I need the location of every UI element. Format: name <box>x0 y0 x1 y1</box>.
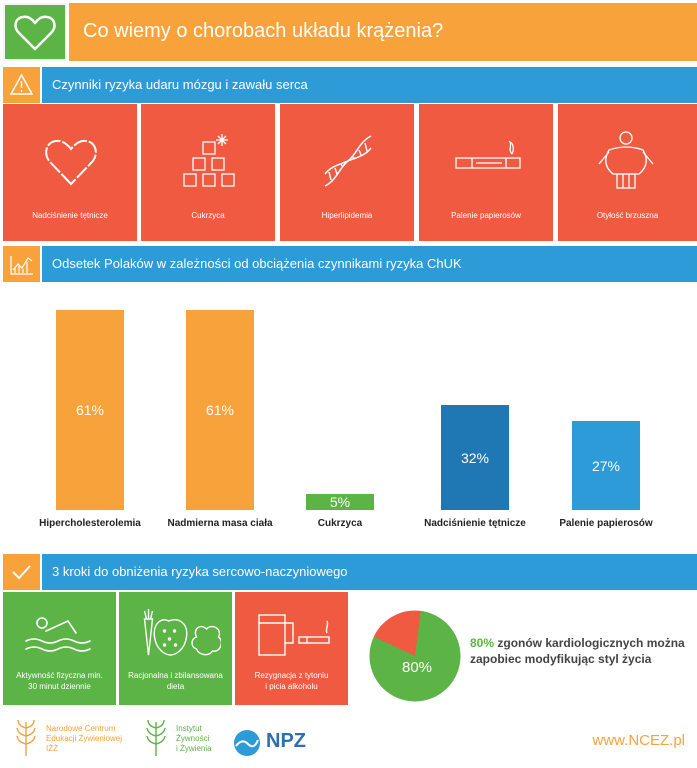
chart-value-label: 27% <box>591 457 621 474</box>
chart-category-label: Hipercholesterolemia <box>39 518 141 529</box>
page-title: Co wiemy o chorobach układu krążenia? <box>83 20 444 42</box>
chart-category-label: Cukrzyca <box>317 518 363 529</box>
risk-label: Nadciśnienie tętnicze <box>32 211 108 220</box>
chart-category-label: Nadciśnienie tętnicze <box>424 518 526 529</box>
sugar-cubes-icon <box>183 134 235 187</box>
obesity-icon <box>598 131 654 189</box>
risk-label: Hiperlipidemia <box>321 211 373 220</box>
logo-line: Edukacji Żywieniowej <box>46 734 123 743</box>
step-label-line: 30 minut dziennie <box>28 682 91 691</box>
chart-icon <box>10 256 33 275</box>
risk-tile: Cukrzyca <box>141 104 275 241</box>
logo-line: i Żywienia <box>176 744 212 753</box>
npz-logo: NPZ <box>232 724 322 764</box>
swimmer-icon <box>25 617 91 652</box>
risk-label: Cukrzyca <box>191 211 225 220</box>
chart-bar: 61% <box>186 310 254 510</box>
ncez-logo-text: Narodowe Centrum Edukacji Żywieniowej IŻ… <box>46 724 122 754</box>
risk-tile: Nadciśnienie tętnicze <box>3 104 137 241</box>
pie-slice-main <box>369 610 462 702</box>
chart-value-label: 61% <box>75 402 105 418</box>
wheat-logo-icon <box>16 719 36 756</box>
step-label-line: Aktywność fizyczna min. <box>16 671 103 680</box>
chart-value-label: 32% <box>460 449 490 466</box>
section-title: 3 kroki do obniżenia ryzyka sercowo-nacz… <box>52 564 348 579</box>
section-title-box: Czynniki ryzyka udaru mózgu i zawału ser… <box>42 67 697 103</box>
npz-wave-icon <box>234 730 260 756</box>
risk-factors-row: Nadciśnienie tętnicze Cukrzyca Hiperlipi… <box>0 104 697 241</box>
chart-value-label: 61% <box>205 402 235 418</box>
footer: Narodowe Centrum Edukacji Żywieniowej IŻ… <box>0 712 697 768</box>
dna-icon <box>324 135 372 187</box>
section-title-box: Odsetek Polaków w zależności od obciążen… <box>42 246 697 282</box>
step-label-line: Racjonalna i zbilansowana <box>128 671 223 680</box>
steps-row: Aktywność fizyczna min. 30 minut dzienni… <box>0 592 697 705</box>
pie-caption-line: 80% zgonów kardiologicznych można <box>470 635 690 651</box>
section-title: Czynniki ryzyka udaru mózgu i zawału ser… <box>52 77 308 92</box>
step-label: Racjonalna i zbilansowana dieta <box>119 670 232 692</box>
beer-cigarette-icon <box>258 614 330 656</box>
step-label: Aktywność fizyczna min. 30 minut dzienni… <box>3 670 116 692</box>
risk-label: Palenie papierosów <box>451 211 521 220</box>
step-tile: Rezygnacja z tytoniu i picia alkoholu <box>235 592 348 705</box>
chart-value-label: 5% <box>329 494 351 510</box>
section-risk-factors: Czynniki ryzyka udaru mózgu i zawału ser… <box>0 66 697 104</box>
step-tile: Aktywność fizyczna min. 30 minut dzienni… <box>3 592 116 705</box>
pie-value-label: 80% <box>402 659 432 676</box>
chart-bar: 61% <box>56 310 124 510</box>
header-icon-box <box>3 3 67 61</box>
pie-highlight: 80% <box>470 636 495 650</box>
section-icon-box <box>3 246 40 282</box>
step-label: Rezygnacja z tytoniu i picia alkoholu <box>235 670 348 692</box>
check-icon <box>12 565 31 580</box>
vegetables-icon <box>143 609 221 656</box>
step-label-line: i picia alkoholu <box>265 682 318 691</box>
warning-icon <box>9 73 34 95</box>
logo-line: Narodowe Centrum <box>46 724 116 733</box>
risk-label: Otyłość brzuszna <box>596 211 659 220</box>
step-label-line: dieta <box>166 682 185 691</box>
section-title-box: 3 kroki do obniżenia ryzyka sercowo-nacz… <box>42 554 697 590</box>
pie-caption: 80% zgonów kardiologicznych można zapobi… <box>470 635 690 667</box>
heart-outline-icon <box>45 139 97 186</box>
chart-bar: 32% <box>441 405 509 510</box>
chart-bar: 5% <box>306 494 374 510</box>
website-link[interactable]: www.NCEZ.pl <box>592 732 685 749</box>
section-title: Odsetek Polaków w zależności od obciążen… <box>52 256 462 271</box>
section-icon-box <box>3 554 40 590</box>
heart-icon <box>14 15 56 51</box>
logo-line: Żywności <box>176 734 210 743</box>
npz-text: NPZ <box>266 730 306 752</box>
cigarette-icon <box>455 140 521 169</box>
section-statistics: Odsetek Polaków w zależności od obciążen… <box>0 245 697 283</box>
step-label-line: Rezygnacja z tytoniu <box>254 671 329 680</box>
chart-category-label: Palenie papierosów <box>559 518 653 529</box>
pie-svg: 80% <box>368 609 462 703</box>
logo-line: IŻŻ <box>46 744 58 753</box>
pie-text-2: zapobiec modyfikując styl życia <box>470 652 652 666</box>
wheat-logo-icon <box>146 719 166 756</box>
risk-tile: Palenie papierosów <box>419 104 553 241</box>
bar-chart: 61% Hipercholesterolemia 61% Nadmierna masa… <box>0 284 697 544</box>
header: Co wiemy o chorobach układu krążenia? <box>0 0 697 64</box>
izz-logo-text: Instytut Żywności i Żywienia <box>176 724 212 754</box>
logo-line: Instytut <box>176 724 202 733</box>
section-steps: 3 kroki do obniżenia ryzyka sercowo-nacz… <box>0 553 697 591</box>
chart-category-label: Nadmierna masa ciała <box>167 518 273 529</box>
pie-outline <box>368 609 462 703</box>
pie-chart: 80% <box>367 608 463 704</box>
header-title-box: Co wiemy o chorobach układu krążenia? <box>69 3 697 61</box>
risk-tile: Hiperlipidemia <box>280 104 414 241</box>
section-icon-box <box>3 67 40 103</box>
pie-text-1: zgonów kardiologicznych można <box>494 636 685 650</box>
step-tile: Racjonalna i zbilansowana dieta <box>119 592 232 705</box>
chart-bar: 27% <box>572 421 640 510</box>
risk-tile: Otyłość brzuszna <box>558 104 697 241</box>
